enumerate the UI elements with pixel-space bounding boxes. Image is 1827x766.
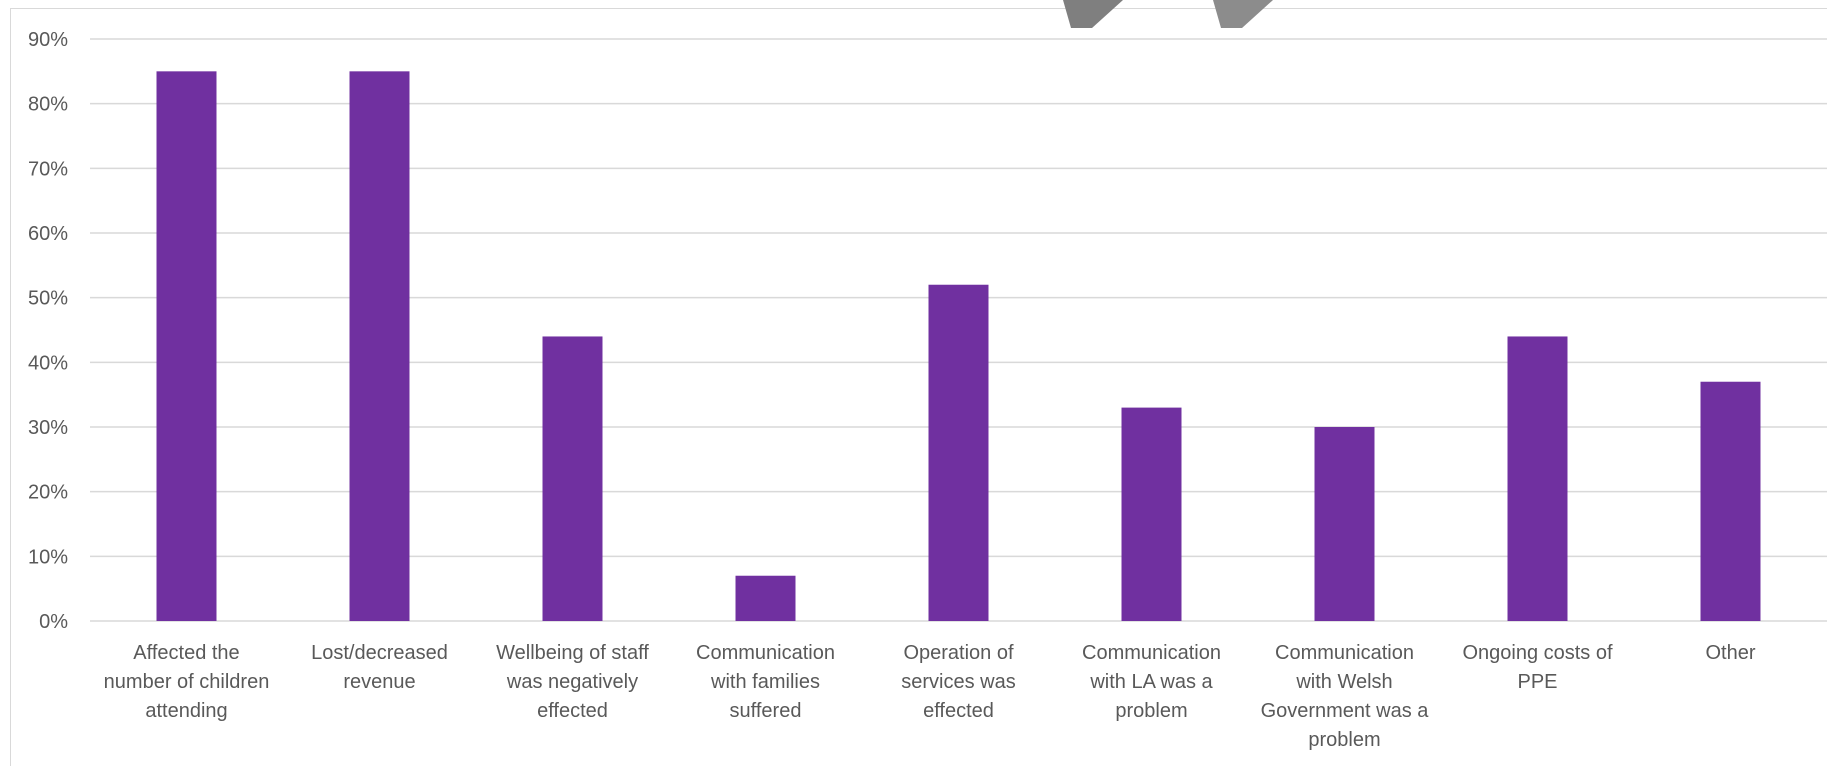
bars — [156, 71, 1761, 622]
y-tick-label: 70% — [28, 158, 68, 180]
x-category-label: Affected the number of children attending — [104, 642, 270, 722]
y-tick-label: 30% — [28, 417, 68, 439]
bar — [1700, 381, 1761, 621]
bar — [1121, 407, 1182, 621]
x-axis-labels: Affected the number of children attending L… — [104, 642, 1756, 751]
y-tick-label: 90% — [28, 29, 68, 51]
x-category-label: Wellbeing of staff was negatively effected — [496, 642, 649, 722]
bar — [1507, 336, 1568, 621]
bar — [542, 336, 603, 621]
chart-frame — [10, 8, 1827, 766]
bar — [349, 71, 410, 622]
y-tick-label: 40% — [28, 352, 68, 374]
y-tick-label: 60% — [28, 223, 68, 245]
y-tick-label: 20% — [28, 482, 68, 504]
bar — [156, 71, 217, 622]
bar — [928, 284, 989, 621]
bar — [1314, 427, 1375, 621]
y-tick-label: 0% — [39, 611, 68, 633]
y-tick-label: 10% — [28, 546, 68, 568]
x-category-label: Communication with families suffered — [696, 642, 835, 722]
watermark-stroke — [1063, 0, 1273, 28]
x-category-label: Lost/decreased revenue — [311, 642, 448, 693]
bar — [735, 575, 796, 621]
x-category-label: Ongoing costs of PPE — [1462, 642, 1613, 693]
x-category-label: Operation of services was effected — [901, 642, 1015, 722]
y-tick-label: 50% — [28, 288, 68, 310]
y-axis-ticks: 0% 10% 20% 30% 40% 50% 60% 70% 80% 90% — [28, 29, 68, 633]
x-category-label: Other — [1705, 642, 1755, 664]
x-category-label: Communication with LA was a problem — [1082, 642, 1221, 722]
y-tick-label: 80% — [28, 94, 68, 116]
